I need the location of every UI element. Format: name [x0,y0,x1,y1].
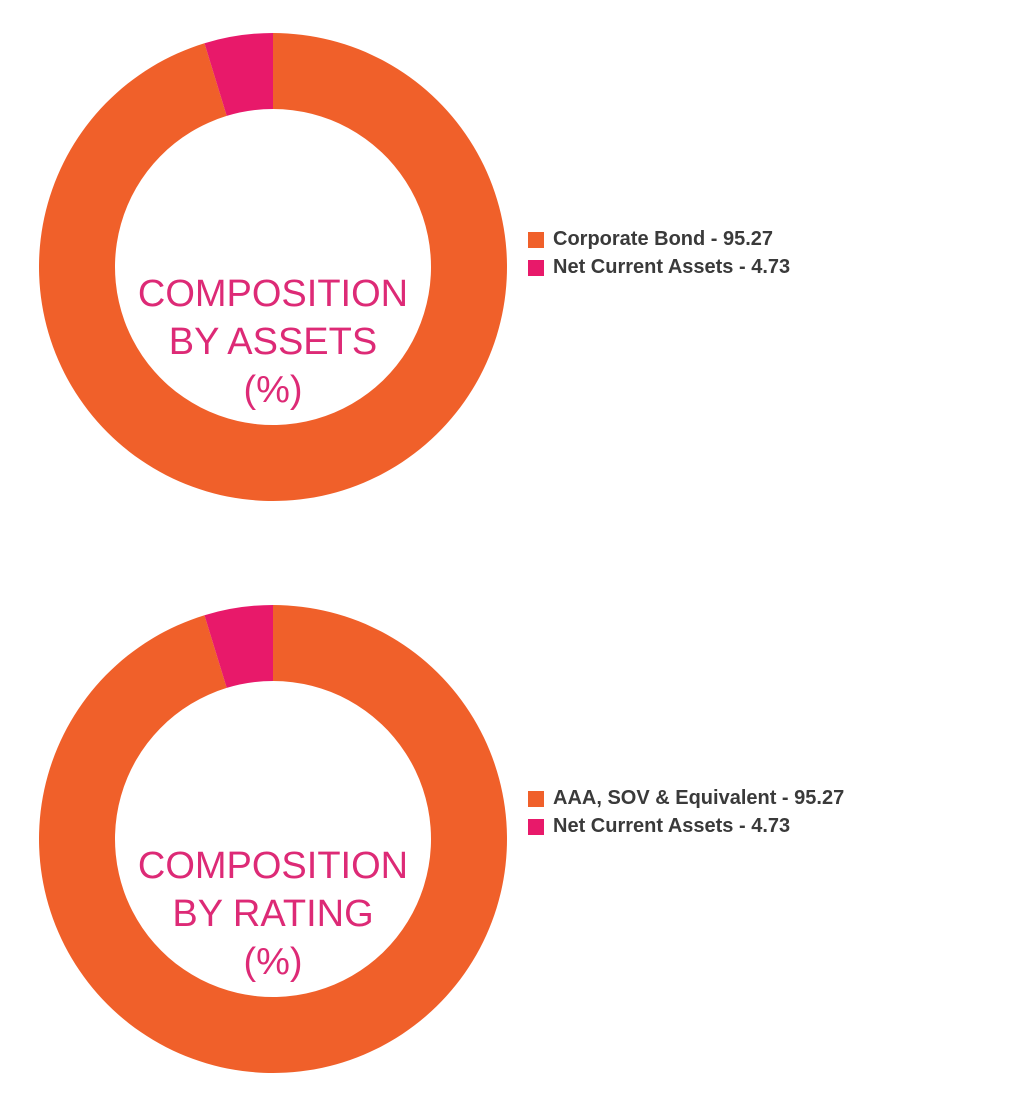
assets-center-line-2: BY ASSETS [168,321,378,363]
assets-center-line-3: (%) [243,369,303,411]
assets-center-line-1: COMPOSITION [137,273,409,315]
legend-item-net-current-assets-rating: Net Current Assets - 4.73 [528,812,848,840]
rating-center-label: COMPOSITION BY RATING (%) [118,842,428,986]
legend-item-corporate-bond: Corporate Bond - 95.27 [528,225,848,253]
donut-slice-aaa-sov-equivalent [39,605,507,1073]
legend-swatch-aaa-sov-equivalent [528,791,544,807]
legend-swatch-corporate-bond [528,232,544,248]
rating-donut [39,605,507,1073]
composition-by-assets-chart: COMPOSITION BY ASSETS (%) Corporate Bond… [0,0,1031,520]
rating-center-line-1: COMPOSITION [137,845,409,887]
rating-center-line-3: (%) [243,941,303,983]
legend-swatch-net-current-assets [528,260,544,276]
legend-label-corporate-bond: Corporate Bond - 95.27 [553,228,774,250]
assets-legend: Corporate Bond - 95.27 Net Current Asset… [528,225,848,281]
legend-swatch-net-current-assets-rating [528,819,544,835]
assets-center-label: COMPOSITION BY ASSETS (%) [118,270,428,414]
legend-label-net-current-assets: Net Current Assets - 4.73 [553,256,791,278]
rating-legend: AAA, SOV & Equivalent - 95.27 Net Curren… [528,784,848,840]
donut-slice-corporate-bond [39,33,507,501]
legend-label-aaa-sov-equivalent: AAA, SOV & Equivalent - 95.27 [553,787,845,809]
legend-item-aaa-sov-equivalent: AAA, SOV & Equivalent - 95.27 [528,784,848,812]
assets-donut [39,33,507,501]
rating-center-line-2: BY RATING [172,893,374,935]
donut-slice-net-current-assets [204,33,273,116]
composition-by-rating-chart: COMPOSITION BY RATING (%) AAA, SOV & Equ… [0,572,1031,1092]
donut-slice-net-current-assets [204,605,273,688]
legend-label-net-current-assets-rating: Net Current Assets - 4.73 [553,815,791,837]
legend-item-net-current-assets: Net Current Assets - 4.73 [528,253,848,281]
